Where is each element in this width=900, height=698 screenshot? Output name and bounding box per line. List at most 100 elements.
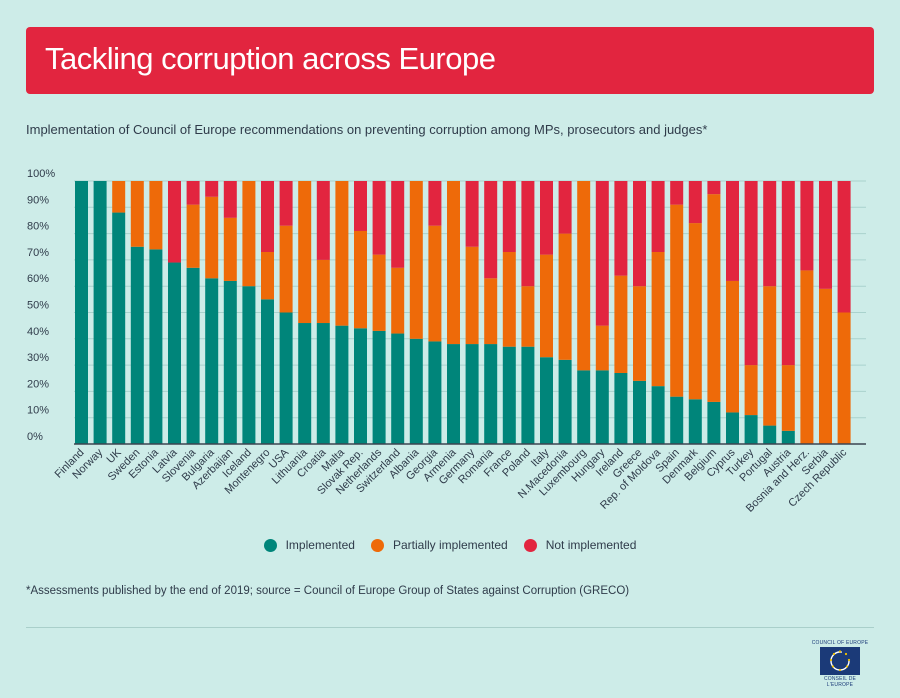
bar-implemented bbox=[540, 357, 553, 444]
bar-implemented bbox=[335, 325, 349, 444]
legend-item-implemented: Implemented bbox=[263, 538, 355, 552]
bar-not-implemented bbox=[261, 181, 274, 253]
y-tick-label: 70% bbox=[27, 247, 49, 259]
bar-partial bbox=[428, 225, 442, 342]
bar-implemented bbox=[112, 212, 126, 444]
bar-not-implemented bbox=[800, 181, 814, 271]
bar-implemented bbox=[130, 246, 144, 444]
bar-not-implemented bbox=[819, 181, 832, 289]
bar-implemented bbox=[223, 280, 237, 444]
bar-partial bbox=[763, 286, 777, 426]
bar-partial bbox=[354, 230, 367, 329]
bar-partial bbox=[781, 365, 795, 431]
bar-not-implemented bbox=[223, 181, 237, 218]
bar-partial bbox=[391, 267, 405, 334]
y-tick-label: 10% bbox=[27, 405, 49, 417]
bar-not-implemented bbox=[316, 181, 330, 260]
chart-subtitle: Implementation of Council of Europe reco… bbox=[26, 122, 708, 137]
bar-implemented bbox=[75, 181, 88, 444]
bar-implemented bbox=[168, 262, 181, 444]
eu-flag-icon bbox=[820, 647, 860, 675]
bar-partial bbox=[837, 312, 851, 444]
bar-partial bbox=[819, 288, 832, 444]
bar-implemented bbox=[577, 370, 591, 444]
bar-implemented bbox=[707, 401, 721, 444]
bar-not-implemented bbox=[465, 181, 479, 247]
bar-not-implemented bbox=[726, 181, 739, 281]
bar-implemented bbox=[298, 323, 312, 444]
bar-implemented bbox=[465, 344, 479, 444]
bar-not-implemented bbox=[633, 181, 646, 287]
bar-not-implemented bbox=[354, 181, 367, 231]
bar-implemented bbox=[502, 346, 516, 444]
bar-not-implemented bbox=[186, 181, 200, 205]
bar-partial bbox=[577, 181, 591, 371]
bar-not-implemented bbox=[763, 181, 777, 287]
bar-implemented bbox=[521, 346, 535, 444]
bar-implemented bbox=[763, 425, 777, 444]
bar-implemented bbox=[428, 341, 442, 444]
bar-partial bbox=[595, 325, 609, 371]
bar-not-implemented bbox=[279, 181, 293, 226]
bar-implemented bbox=[651, 386, 665, 444]
legend-label-partial: Partially implemented bbox=[392, 538, 508, 552]
bar-not-implemented bbox=[391, 181, 405, 268]
y-tick-label: 30% bbox=[27, 352, 49, 364]
bar-not-implemented bbox=[651, 181, 665, 253]
bar-partial bbox=[149, 181, 163, 250]
bar-implemented bbox=[149, 249, 163, 444]
bar-partial bbox=[744, 365, 758, 416]
bar-partial bbox=[298, 181, 312, 324]
bar-partial bbox=[633, 286, 646, 381]
bar-implemented bbox=[744, 415, 758, 444]
bar-partial bbox=[316, 259, 330, 324]
bar-partial bbox=[279, 225, 293, 313]
y-tick-label: 20% bbox=[27, 378, 49, 390]
bar-implemented bbox=[558, 359, 572, 444]
bar-not-implemented bbox=[707, 181, 721, 195]
bar-partial bbox=[558, 233, 572, 360]
bar-implemented bbox=[595, 370, 609, 444]
bar-partial bbox=[540, 254, 553, 358]
chart-legend: Implemented Partially implemented Not im… bbox=[0, 538, 900, 552]
page-title: Tackling corruption across Europe bbox=[45, 41, 496, 76]
bar-not-implemented bbox=[521, 181, 535, 287]
bar-partial bbox=[447, 181, 460, 345]
logo-text-bottom: CONSEIL DE L'EUROPE bbox=[823, 676, 857, 688]
logo-text-top: COUNCIL OF EUROPE bbox=[811, 640, 869, 646]
stacked-bar-chart: 0% 10% 20% 30% 40% 50% 60% 70% 80% 90% 100% Finlan… bbox=[27, 168, 866, 515]
bar-implemented bbox=[205, 278, 219, 444]
bar-group bbox=[75, 181, 851, 444]
legend-swatch-partial bbox=[370, 538, 384, 552]
bar-partial bbox=[372, 254, 386, 331]
bar-implemented bbox=[633, 380, 646, 444]
y-tick-label: 60% bbox=[27, 273, 49, 285]
bar-implemented bbox=[93, 181, 107, 444]
legend-label-implemented: Implemented bbox=[285, 538, 355, 552]
bar-implemented bbox=[614, 372, 628, 444]
bar-not-implemented bbox=[781, 181, 795, 366]
bar-partial bbox=[614, 275, 628, 373]
y-tick-label: 0% bbox=[27, 431, 43, 443]
bar-implemented bbox=[186, 267, 200, 444]
bar-not-implemented bbox=[595, 181, 609, 326]
bar-partial bbox=[800, 270, 814, 444]
y-tick-label: 100% bbox=[27, 168, 55, 180]
bar-implemented bbox=[670, 396, 684, 444]
bar-partial bbox=[484, 278, 498, 345]
bar-partial bbox=[130, 181, 144, 247]
bar-implemented bbox=[242, 286, 256, 444]
bar-partial bbox=[670, 204, 684, 397]
legend-item-partial: Partially implemented bbox=[370, 538, 508, 552]
bar-partial bbox=[465, 246, 479, 345]
footnote: *Assessments published by the end of 201… bbox=[26, 585, 630, 597]
bar-partial bbox=[205, 196, 219, 279]
bar-not-implemented bbox=[837, 181, 851, 313]
bar-not-implemented bbox=[428, 181, 442, 226]
bar-implemented bbox=[372, 330, 386, 444]
bar-partial bbox=[186, 204, 200, 268]
legend-swatch-implemented bbox=[263, 538, 277, 552]
bar-not-implemented bbox=[558, 181, 572, 234]
bar-not-implemented bbox=[688, 181, 702, 224]
bar-implemented bbox=[391, 333, 405, 444]
